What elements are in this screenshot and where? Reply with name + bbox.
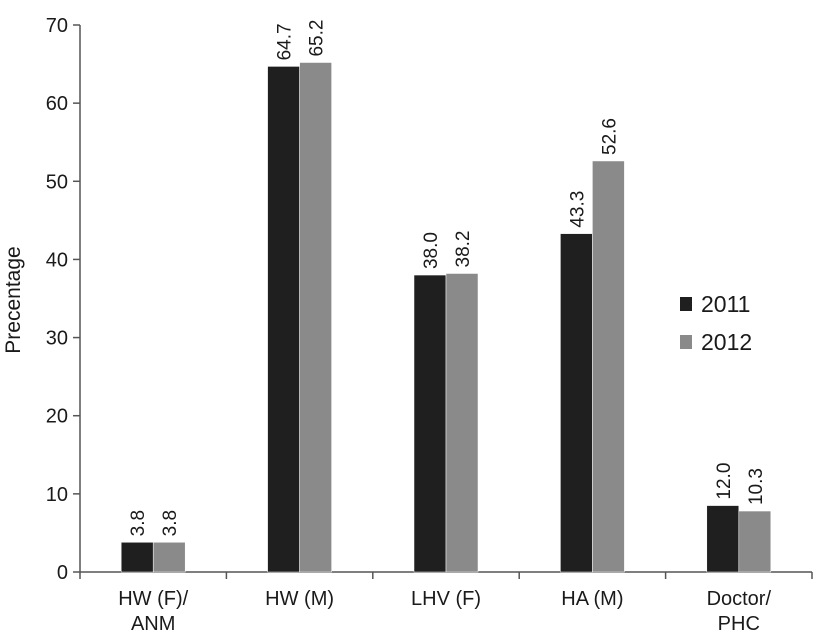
bar-2011 bbox=[560, 233, 593, 573]
bar-2012 bbox=[738, 510, 772, 573]
x-category-label: HW (F)/ ANM bbox=[118, 588, 188, 635]
data-label-2011: 12.0 bbox=[714, 463, 735, 500]
x-category-label-line: ANM bbox=[131, 613, 175, 635]
axes: 0 10 20 30 40 50 60 70 HW (F)/ ANM HW (M) LHV (F) HA… bbox=[46, 15, 813, 635]
x-category-label-line: HA (M) bbox=[561, 588, 623, 610]
bar-2012 bbox=[592, 160, 625, 573]
y-tick-label: 20 bbox=[46, 406, 68, 428]
legend: 2011 2012 bbox=[680, 291, 752, 355]
legend-label-2012: 2012 bbox=[701, 329, 752, 355]
data-label-2012: 10.3 bbox=[746, 468, 767, 505]
y-axis-title: Precentage bbox=[2, 246, 25, 353]
legend-label-2011: 2011 bbox=[701, 291, 750, 317]
bar-2012 bbox=[152, 542, 186, 573]
y-tick-label: 40 bbox=[46, 249, 68, 271]
y-tick-label: 30 bbox=[46, 328, 68, 350]
legend-swatch-2011 bbox=[680, 297, 692, 311]
bars bbox=[120, 62, 772, 573]
x-category-label: LHV (F) bbox=[411, 588, 481, 610]
y-tick-label: 10 bbox=[46, 484, 68, 506]
x-category-label: HW (M) bbox=[265, 588, 334, 610]
bar-2011 bbox=[706, 505, 740, 573]
data-label-2012: 65.2 bbox=[307, 20, 328, 57]
data-labels: 3.8 64.7 38.0 43.3 12.0 3.8 65.2 38.2 52.6 10.3 bbox=[128, 20, 767, 537]
x-category-label-line: PHC bbox=[718, 613, 760, 635]
data-label-2011: 64.7 bbox=[275, 23, 296, 60]
x-category-label-line: HW (F)/ bbox=[118, 588, 188, 610]
legend-swatch-2012 bbox=[680, 335, 692, 349]
x-category-label: Doctor/PHC bbox=[707, 588, 772, 635]
data-label-2011: 38.0 bbox=[421, 232, 442, 269]
x-category-label: HA (M) bbox=[561, 588, 623, 610]
bar-2011 bbox=[267, 66, 300, 573]
y-tick-label: 70 bbox=[46, 15, 68, 37]
bar-2011 bbox=[120, 542, 154, 573]
y-tick-label: 60 bbox=[46, 93, 68, 115]
y-tick-label: 50 bbox=[46, 171, 68, 193]
data-label-2011: 43.3 bbox=[567, 191, 588, 228]
bar-2011 bbox=[413, 274, 447, 573]
x-category-label-line: LHV (F) bbox=[411, 588, 481, 610]
bar-2012 bbox=[299, 62, 332, 573]
data-label-2011: 3.8 bbox=[128, 510, 149, 536]
x-category-label-line: HW (M) bbox=[265, 588, 334, 610]
y-tick-label: 0 bbox=[57, 562, 68, 584]
x-category-label-line: Doctor/ bbox=[707, 588, 772, 610]
data-label-2012: 38.2 bbox=[453, 231, 474, 268]
data-label-2012: 52.6 bbox=[599, 118, 620, 155]
bar-2012 bbox=[445, 273, 479, 573]
data-label-2012: 3.8 bbox=[160, 510, 181, 536]
